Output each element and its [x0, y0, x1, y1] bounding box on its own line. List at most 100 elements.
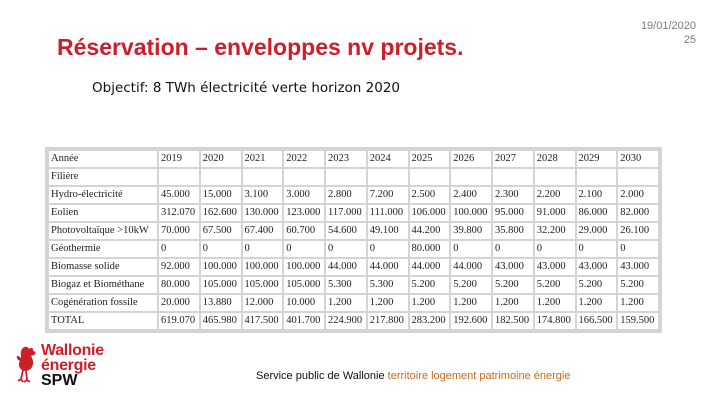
table-cell: 619.070	[159, 313, 199, 329]
table-cell: 35.800	[493, 223, 533, 239]
table-cell: 283.200	[409, 313, 450, 329]
table-cell: 106.000	[409, 205, 450, 221]
table-cell: 3.100	[242, 187, 283, 203]
table-cell: 5.200	[576, 277, 617, 293]
table-cell: 15.000	[200, 187, 241, 203]
table-row: Biogaz et Biométhane 80.000 105.000 105.000…	[49, 277, 658, 293]
table-cell: 105.000	[242, 277, 283, 293]
table-cell: 5.200	[618, 277, 658, 293]
table-cell: 3.000	[284, 187, 324, 203]
table-cell: 43.000	[493, 259, 533, 275]
table-cell: 91.000	[534, 205, 575, 221]
row-label-cell: TOTAL	[49, 313, 157, 329]
row-label-cell: Photovoltaïque >10kW	[49, 223, 157, 239]
table-cell: 5.200	[534, 277, 575, 293]
table-cell: 1.200	[618, 295, 658, 311]
table-row: Cogénération fossile 20.000 13.880 12.000 10…	[49, 295, 658, 311]
table-cell: 5.200	[493, 277, 533, 293]
table-cell: 217.800	[367, 313, 408, 329]
table-cell: 45.000	[159, 187, 199, 203]
row-label-cell: Biomasse solide	[49, 259, 157, 275]
table-cell: 29.000	[576, 223, 617, 239]
table-cell: 2.800	[326, 187, 366, 203]
table-cell: 0	[242, 241, 283, 257]
table-cell: 0	[534, 241, 575, 257]
table-row: Photovoltaïque >10kW 70.000 67.500 67.400 60…	[49, 223, 658, 239]
table-cell	[493, 169, 533, 185]
table-cell	[618, 169, 658, 185]
table-cell: 1.200	[326, 295, 366, 311]
table-cell: 0	[200, 241, 241, 257]
table-cell: 111.000	[367, 205, 408, 221]
table-cell: 2019	[159, 151, 199, 167]
table-cell	[284, 169, 324, 185]
table-cell	[576, 169, 617, 185]
table-cell: 100.000	[284, 259, 324, 275]
table-cell: 86.000	[576, 205, 617, 221]
table-cell: 20.000	[159, 295, 199, 311]
table-cell: 2030	[618, 151, 658, 167]
table-cell: 182.500	[493, 313, 533, 329]
table-row: Hydro-électricité 45.000 15.000 3.100 3.000 2…	[49, 187, 658, 203]
row-label-cell: Année	[49, 151, 157, 167]
logo-energie: énergie	[41, 357, 96, 374]
row-label-cell: Biogaz et Biométhane	[49, 277, 157, 293]
table-cell: 0	[576, 241, 617, 257]
table-cell: 44.000	[451, 259, 491, 275]
table-cell: 44.200	[409, 223, 450, 239]
table-cell	[242, 169, 283, 185]
table-cell: 2.200	[534, 187, 575, 203]
table-cell: 117.000	[326, 205, 366, 221]
table-cell: 162.600	[200, 205, 241, 221]
table-cell: 5.300	[326, 277, 366, 293]
table-cell: 224.900	[326, 313, 366, 329]
table-cell: 123.000	[284, 205, 324, 221]
table-cell: 43.000	[534, 259, 575, 275]
table-cell: 0	[367, 241, 408, 257]
table-cell: 67.500	[200, 223, 241, 239]
table-row: TOTAL 619.070 465.980 417.500 401.700 224.900…	[49, 313, 658, 329]
table-cell: 1.200	[576, 295, 617, 311]
table-cell: 312.070	[159, 205, 199, 221]
table-cell: 95.000	[493, 205, 533, 221]
energy-reservation-table: Année 2019 2020 2021 2022 2023 2024 2025 2026 202…	[47, 149, 660, 331]
table-cell: 82.000	[618, 205, 658, 221]
table-cell: 2029	[576, 151, 617, 167]
table-cell: 2.400	[451, 187, 491, 203]
table-cell: 49.100	[367, 223, 408, 239]
table-cell: 130.000	[242, 205, 283, 221]
table-cell: 0	[451, 241, 491, 257]
table-cell: 0	[618, 241, 658, 257]
table-header-row: Année 2019 2020 2021 2022 2023 2024 2025 2026 202…	[49, 151, 658, 167]
table-cell: 80.000	[159, 277, 199, 293]
objective-text: Objectif: 8 TWh électricité verte horizo…	[92, 80, 400, 96]
table-row: Biomasse solide 92.000 100.000 100.000 100.0…	[49, 259, 658, 275]
wallonie-energie-logo: Wallonie énergie SPW	[14, 343, 134, 401]
logo-wallonie: Wallonie	[41, 342, 104, 359]
row-label-cell: Hydro-électricité	[49, 187, 157, 203]
table-cell: 2020	[200, 151, 241, 167]
table-cell: 1.200	[493, 295, 533, 311]
table-cell: 80.000	[409, 241, 450, 257]
table-cell: 2.500	[409, 187, 450, 203]
table-cell: 44.000	[409, 259, 450, 275]
table-cell: 100.000	[242, 259, 283, 275]
footer-organization: Service public de Wallonie	[256, 370, 385, 382]
energy-table-container: Année 2019 2020 2021 2022 2023 2024 2025 2026 202…	[45, 147, 662, 333]
table-cell	[200, 169, 241, 185]
table-cell: 32.200	[534, 223, 575, 239]
row-label-cell: Géothermie	[49, 241, 157, 257]
table-cell: 10.000	[284, 295, 324, 311]
table-cell	[367, 169, 408, 185]
table-cell: 2.100	[576, 187, 617, 203]
table-cell: 2022	[284, 151, 324, 167]
table-cell	[409, 169, 450, 185]
row-label-cell: Cogénération fossile	[49, 295, 157, 311]
table-cell: 100.000	[451, 205, 491, 221]
table-cell: 26.100	[618, 223, 658, 239]
table-cell: 5.300	[367, 277, 408, 293]
table-cell: 43.000	[618, 259, 658, 275]
table-cell: 1.200	[451, 295, 491, 311]
table-cell: 70.000	[159, 223, 199, 239]
logo-spw: SPW	[41, 372, 78, 389]
